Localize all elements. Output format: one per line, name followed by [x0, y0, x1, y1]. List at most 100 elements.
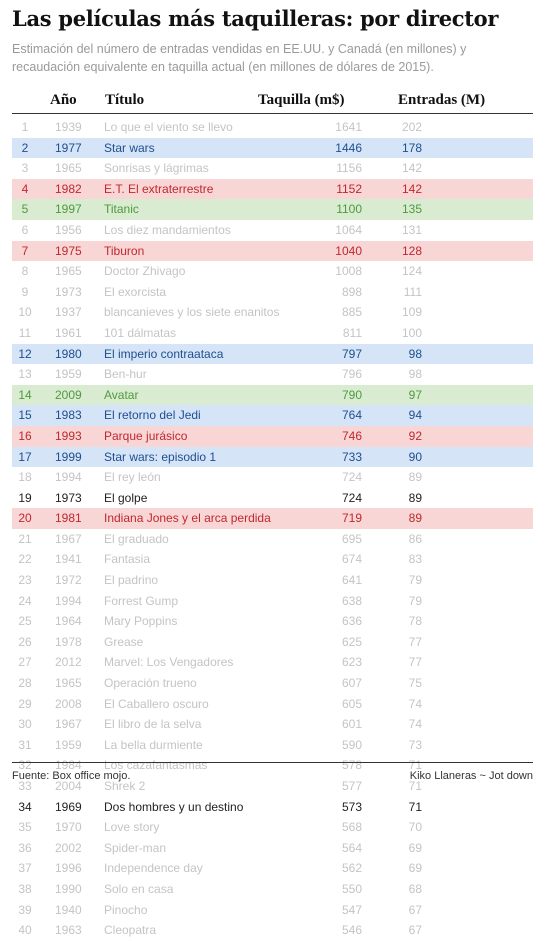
cell-year: 1975 [55, 243, 82, 258]
cell-year: 1978 [55, 634, 82, 649]
cell-box-office: 607 [341, 676, 362, 691]
cell-tickets: 142 [401, 161, 422, 176]
cell-tickets: 100 [401, 325, 422, 340]
table-row: 36 2002 Spider-man 564 69 [12, 838, 533, 859]
table-row: 11 1961 101 dálmatas 811 100 [12, 323, 533, 344]
cell-box-office: 719 [341, 511, 362, 526]
cell-box-office: 605 [341, 696, 362, 711]
cell-box-office: 724 [341, 470, 362, 485]
cell-year: 1972 [55, 573, 82, 588]
cell-tickets: 109 [401, 305, 422, 320]
cell-year: 1970 [55, 820, 82, 835]
chart-title: Las películas más taquilleras: por direc… [12, 6, 499, 31]
cell-tickets: 71 [408, 799, 422, 814]
cell-tickets: 124 [401, 264, 422, 279]
cell-title: Independence day [104, 861, 203, 876]
cell-year: 1994 [55, 593, 82, 608]
cell-rank: 37 [18, 861, 32, 876]
cell-year: 2012 [55, 655, 82, 670]
cell-year: 1977 [55, 140, 82, 155]
cell-title: Star wars: episodio 1 [104, 449, 217, 464]
cell-tickets: 90 [408, 449, 422, 464]
cell-tickets: 70 [408, 820, 422, 835]
cell-title: Cleopatra [104, 923, 157, 938]
cell-box-office: 601 [341, 717, 362, 732]
cell-year: 1999 [55, 449, 82, 464]
cell-rank: 18 [18, 470, 32, 485]
cell-box-office: 1152 [336, 181, 362, 196]
footer-rule [12, 762, 533, 763]
cell-year: 1967 [55, 717, 82, 732]
cell-box-office: 578 [341, 758, 362, 773]
cell-year: 1973 [55, 284, 82, 299]
cell-tickets: 79 [408, 573, 422, 588]
cell-tickets: 77 [408, 655, 422, 670]
table-header: Año Título Taquilla (m$) Entradas (M) [12, 90, 533, 112]
cell-rank: 33 [18, 779, 32, 793]
cell-rank: 29 [18, 696, 32, 711]
cell-title: La bella durmiente [104, 737, 203, 752]
table-row: 24 1994 Forrest Gump 638 79 [12, 591, 533, 612]
cell-title: Lo que el viento se llevo [104, 120, 233, 134]
header-title: Título [105, 92, 145, 108]
cell-year: 1993 [55, 428, 82, 443]
cell-tickets: 86 [408, 531, 422, 546]
cell-title: Shrek 2 [104, 779, 146, 793]
cell-box-office: 641 [341, 573, 362, 588]
cell-year: 1980 [55, 346, 82, 361]
table-row: 31 1959 La bella durmiente 590 73 [12, 735, 533, 756]
cell-tickets: 142 [401, 181, 422, 196]
cell-rank: 39 [18, 902, 32, 917]
cell-rank: 24 [18, 593, 32, 608]
cell-title: Spider-man [104, 840, 167, 855]
cell-rank: 25 [18, 614, 32, 629]
cell-tickets: 98 [408, 367, 422, 382]
table-row: 17 1999 Star wars: episodio 1 733 90 [12, 446, 533, 468]
cell-tickets: 83 [408, 552, 422, 567]
cell-year: 2002 [55, 840, 82, 855]
cell-box-office: 638 [341, 593, 362, 608]
cell-box-office: 1008 [335, 264, 362, 279]
cell-tickets: 77 [408, 634, 422, 649]
cell-title: El retorno del Jedi [104, 408, 201, 423]
cell-box-office: 811 [342, 325, 362, 340]
cell-rank: 8 [21, 264, 29, 279]
cell-year: 1937 [55, 305, 82, 320]
cell-title: Pinocho [104, 902, 148, 917]
cell-tickets: 92 [408, 428, 422, 443]
cell-box-office: 623 [341, 655, 362, 670]
cell-tickets: 97 [408, 387, 422, 402]
cell-rank: 36 [18, 840, 32, 855]
cell-rank: 32 [18, 758, 32, 773]
cell-year: 1969 [55, 799, 82, 814]
cell-year: 1959 [55, 737, 82, 752]
cell-year: 1965 [55, 264, 82, 279]
table-row: 20 1981 Indiana Jones y el arca perdida 719… [12, 508, 533, 529]
cell-year: 1939 [55, 120, 82, 134]
table-row: 25 1964 Mary Poppins 636 78 [12, 611, 533, 632]
cell-title: Dos hombres y un destino [104, 799, 244, 814]
cell-year: 1984 [55, 758, 82, 773]
cell-title: Solo en casa [104, 881, 174, 896]
table-row: 9 1973 El exorcista 898 111 [12, 282, 533, 303]
cell-year: 1967 [55, 531, 82, 546]
cell-rank: 35 [18, 820, 32, 835]
header-tickets: Entradas (M) [398, 92, 486, 108]
table-row: 23 1972 El padrino 641 79 [12, 570, 533, 591]
cell-rank: 22 [18, 552, 32, 567]
table-row: 32 1984 Los cazafantasmas 578 71 [12, 755, 533, 776]
cell-year: 1963 [55, 923, 82, 938]
cell-year: 1956 [55, 222, 82, 237]
cell-title: Los diez mandamientos [104, 222, 231, 237]
cell-title: Ben-hur [104, 367, 147, 382]
cell-tickets: 75 [408, 676, 422, 691]
cell-box-office: 590 [341, 737, 362, 752]
cell-box-office: 764 [341, 408, 362, 423]
table-row: 19 1973 El golpe 724 89 [12, 488, 533, 509]
cell-box-office: 898 [341, 284, 362, 299]
cell-year: 1965 [55, 161, 82, 176]
table-row: 30 1967 El libro de la selva 601 74 [12, 714, 533, 735]
cell-year: 2009 [55, 387, 82, 402]
cell-title: Forrest Gump [104, 593, 179, 608]
cell-year: 1961 [55, 325, 82, 340]
